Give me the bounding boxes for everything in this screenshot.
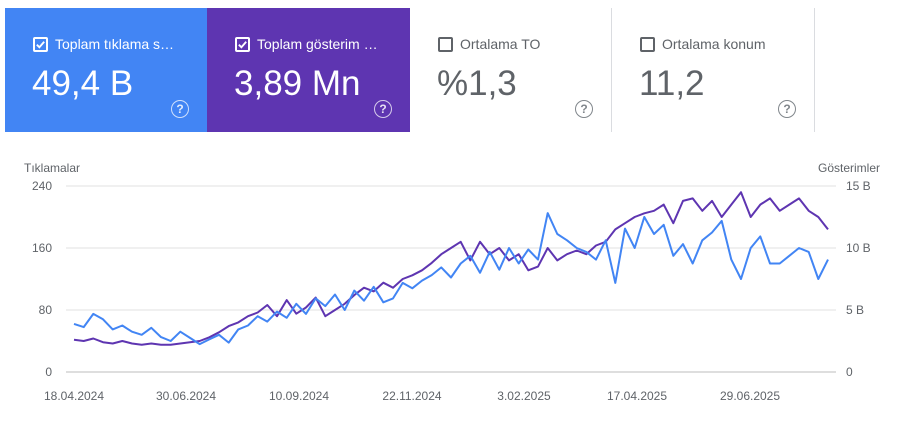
- right-axis-title: Gösterimler: [818, 161, 880, 175]
- checkbox-checked-icon[interactable]: [235, 36, 250, 52]
- chart-canvas: Tıklamalar Gösterimler 240 160 80 0 15 B 10 B…: [24, 161, 880, 403]
- metric-card-position[interactable]: Ortalama konum 11,2 ?: [612, 8, 815, 132]
- metric-label: Ortalama konum: [662, 36, 766, 52]
- right-tick-label: 10 B: [846, 241, 871, 255]
- right-tick-label: 15 B: [846, 179, 871, 193]
- axis-ticks: 240 160 80 0 15 B 10 B 5 B 0 18.04.2024 30.06.202…: [32, 179, 871, 403]
- metric-label: Toplam gösterim …: [257, 36, 378, 52]
- metric-card-impressions[interactable]: Toplam gösterim … 3,89 Mn ?: [207, 8, 410, 132]
- left-axis-title: Tıklamalar: [24, 161, 80, 175]
- metric-value: 11,2: [639, 64, 705, 103]
- metric-card-header: Toplam gösterim …: [235, 36, 378, 52]
- x-tick-label: 29.06.2025: [720, 389, 780, 403]
- help-icon[interactable]: ?: [171, 100, 189, 118]
- x-tick-label: 3.02.2025: [497, 389, 551, 403]
- metric-card-header: Ortalama TO: [438, 36, 540, 52]
- x-tick-label: 18.04.2024: [44, 389, 104, 403]
- right-tick-label: 5 B: [846, 303, 864, 317]
- right-tick-label: 0: [846, 365, 853, 379]
- metric-value: %1,3: [437, 64, 517, 103]
- left-tick-label: 80: [39, 303, 53, 317]
- metric-label: Ortalama TO: [460, 36, 541, 52]
- impressions-series-line: [73, 191, 829, 346]
- x-tick-label: 10.09.2024: [269, 389, 329, 403]
- left-tick-label: 240: [32, 179, 52, 193]
- clicks-series-line: [73, 212, 829, 346]
- help-icon[interactable]: ?: [575, 100, 593, 118]
- series-lines: [73, 191, 829, 346]
- checkbox-unchecked-icon[interactable]: [640, 36, 655, 52]
- metric-value: 49,4 B: [32, 64, 134, 103]
- performance-chart: Tıklamalar Gösterimler 240 160 80 0 15 B 10 B…: [0, 150, 905, 440]
- x-tick-label: 30.06.2024: [156, 389, 216, 403]
- x-tick-label: 22.11.2024: [382, 389, 441, 403]
- metric-card-header: Ortalama konum: [640, 36, 765, 52]
- metric-card-ctr[interactable]: Ortalama TO %1,3 ?: [410, 8, 612, 132]
- metric-card-clicks[interactable]: Toplam tıklama s… 49,4 B ?: [5, 8, 207, 132]
- help-icon[interactable]: ?: [374, 100, 392, 118]
- checkbox-checked-icon[interactable]: [33, 36, 48, 52]
- metric-value: 3,89 Mn: [234, 64, 361, 103]
- x-tick-label: 17.04.2025: [607, 389, 667, 403]
- grid-lines: [66, 185, 836, 373]
- checkbox-unchecked-icon[interactable]: [438, 36, 453, 52]
- left-tick-label: 160: [32, 241, 52, 255]
- metric-label: Toplam tıklama s…: [55, 36, 175, 52]
- metric-card-header: Toplam tıklama s…: [33, 36, 174, 52]
- metric-cards: Toplam tıklama s… 49,4 B ? Toplam göster…: [5, 8, 815, 132]
- left-tick-label: 0: [45, 365, 52, 379]
- help-icon[interactable]: ?: [778, 100, 796, 118]
